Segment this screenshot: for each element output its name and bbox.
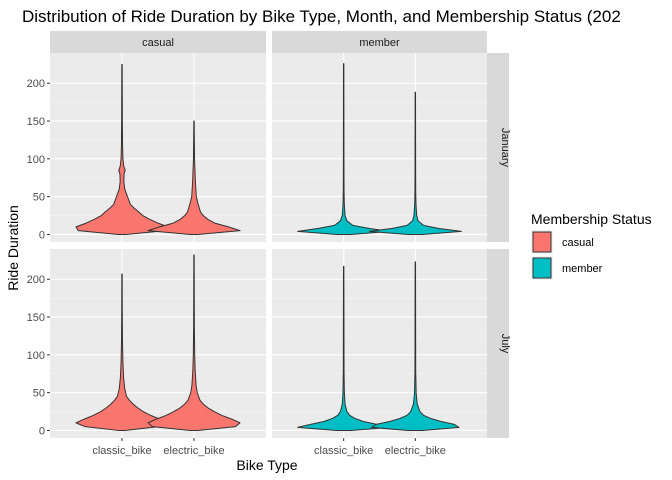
x-tick-label-classic_bike: classic_bike — [92, 445, 151, 457]
legend-label-member: member — [562, 263, 603, 275]
legend-title: Membership Status — [531, 211, 652, 227]
y-tick-label: 50 — [33, 192, 45, 204]
y-axis-title: Ride Duration — [5, 205, 21, 291]
facet-strip-january — [487, 53, 509, 242]
y-tick-label: 100 — [27, 350, 45, 362]
panel-background — [272, 249, 487, 438]
legend: casual member — [531, 230, 603, 280]
y-tick-label: 0 — [39, 425, 45, 437]
facet-label-member: member — [359, 37, 400, 49]
x-tick-label-electric_bike: electric_bike — [163, 445, 224, 457]
panel-background — [272, 53, 487, 242]
violin-january-member-classic_bike — [297, 63, 391, 235]
violin-january-casual-classic_bike — [75, 63, 169, 235]
panel-background — [50, 53, 266, 242]
violin-january-casual-electric_bike — [147, 120, 241, 235]
y-tick-label: 200 — [27, 78, 45, 90]
x-tick-label-classic_bike: classic_bike — [314, 445, 373, 457]
y-tick-label: 150 — [27, 312, 45, 324]
violin-july-member-classic_bike — [297, 265, 391, 431]
y-tick-label: 0 — [39, 229, 45, 241]
panel-background — [50, 249, 266, 438]
x-tick-label-electric_bike: electric_bike — [385, 445, 446, 457]
facet-label-casual: casual — [142, 37, 174, 49]
violin-july-casual-electric_bike — [147, 254, 241, 431]
violin-january-member-electric_bike — [368, 91, 462, 235]
legend-label-casual: casual — [562, 237, 594, 249]
facet-strip-july — [487, 249, 509, 438]
y-tick-label: 50 — [33, 388, 45, 400]
facet-label-july: July — [499, 334, 511, 354]
y-tick-label: 100 — [27, 154, 45, 166]
plot-area: casual member January July 0 50 100 150 200 0 50 10… — [27, 31, 511, 457]
violin-july-member-electric_bike — [371, 261, 460, 431]
legend-key-member — [532, 257, 552, 279]
legend-key-casual — [532, 231, 552, 253]
facet-strip-casual — [50, 31, 266, 53]
y-tick-label: 150 — [27, 116, 45, 128]
facet-strip-member — [272, 31, 487, 53]
y-tick-label: 200 — [27, 274, 45, 286]
facet-label-january: January — [499, 128, 511, 168]
violin-july-casual-classic_bike — [75, 273, 169, 431]
chart-title: Distribution of Ride Duration by Bike Ty… — [22, 7, 621, 26]
x-axis-title: Bike Type — [236, 457, 297, 473]
